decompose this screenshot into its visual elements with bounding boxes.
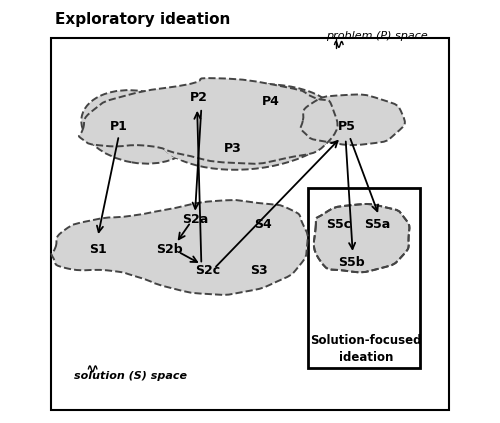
Text: S4: S4 <box>254 218 272 231</box>
Text: S5a: S5a <box>364 218 390 231</box>
Text: S5c: S5c <box>326 218 351 231</box>
Text: S3: S3 <box>250 264 268 277</box>
Text: S2c: S2c <box>195 264 220 277</box>
Ellipse shape <box>82 90 194 164</box>
PathPatch shape <box>314 204 410 272</box>
Bar <box>308 188 420 368</box>
Text: Solution-focused
ideation: Solution-focused ideation <box>310 334 422 364</box>
Text: S2a: S2a <box>182 214 208 226</box>
PathPatch shape <box>300 94 405 145</box>
Text: P2: P2 <box>190 91 208 104</box>
Ellipse shape <box>157 84 338 170</box>
Text: S5b: S5b <box>338 256 365 269</box>
Text: P3: P3 <box>224 142 242 154</box>
Ellipse shape <box>155 97 226 161</box>
PathPatch shape <box>79 78 338 164</box>
Text: P1: P1 <box>110 121 128 133</box>
Bar <box>51 38 449 410</box>
Text: P4: P4 <box>262 95 280 108</box>
Text: S2b: S2b <box>156 243 183 256</box>
PathPatch shape <box>314 204 410 272</box>
Text: problem (P) space: problem (P) space <box>326 31 428 41</box>
PathPatch shape <box>52 200 308 295</box>
Text: S1: S1 <box>89 243 106 256</box>
Text: Exploratory ideation: Exploratory ideation <box>56 11 231 27</box>
Text: solution (S) space: solution (S) space <box>74 371 188 381</box>
Text: P5: P5 <box>338 121 356 133</box>
